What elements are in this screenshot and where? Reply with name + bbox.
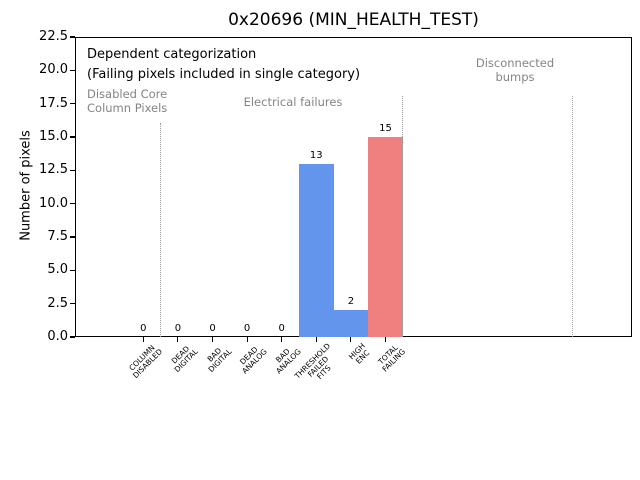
category-group-separator bbox=[159, 123, 161, 337]
y-tick-label: 20.0 bbox=[39, 62, 68, 78]
region-label-disconnected-bumps: Disconnected bumps bbox=[476, 56, 554, 84]
region-label-line: Electrical failures bbox=[243, 95, 343, 109]
region-label-disabled-core-column-pixels: Disabled Core Column Pixels bbox=[87, 87, 167, 115]
y-tick-label: 17.5 bbox=[39, 95, 68, 111]
y-tick-label: 22.5 bbox=[39, 29, 68, 44]
y-tick-mark bbox=[70, 36, 75, 38]
x-tick-mark bbox=[177, 337, 179, 342]
region-label-line: Disabled Core bbox=[87, 87, 168, 101]
y-tick-mark bbox=[70, 203, 75, 205]
region-label-line: bumps bbox=[495, 70, 535, 84]
x-tick-label: DEAD ANALOG bbox=[235, 342, 269, 376]
x-tick-label: BAD DIGITAL bbox=[202, 342, 234, 374]
bar-value-label: 0 bbox=[278, 323, 285, 334]
region-label-line: Disconnected bbox=[475, 56, 555, 70]
x-tick-label: HIGH ENC bbox=[347, 341, 372, 367]
y-tick-label: 12.5 bbox=[39, 162, 68, 178]
y-tick-mark bbox=[70, 336, 75, 338]
category-group-separator bbox=[401, 96, 403, 337]
y-axis-label: Number of pixels bbox=[18, 130, 34, 241]
y-tick-mark bbox=[70, 303, 75, 305]
bar-value-label: 0 bbox=[174, 323, 182, 334]
x-tick-mark bbox=[211, 337, 214, 342]
y-tick-label: 5.0 bbox=[47, 262, 68, 278]
y-tick-label: 0.0 bbox=[47, 329, 68, 344]
y-tick-mark bbox=[70, 269, 75, 271]
bar-threshold-failed-fits bbox=[299, 163, 334, 337]
bar-total-failing bbox=[368, 137, 403, 337]
bar-high-enc bbox=[333, 310, 369, 337]
y-tick-label: 10.0 bbox=[39, 195, 68, 211]
y-tick-label: 15.0 bbox=[39, 129, 68, 144]
x-tick-mark bbox=[384, 337, 387, 342]
x-tick-mark bbox=[246, 337, 248, 342]
x-tick-label: COLUMN DISABLED bbox=[127, 342, 165, 380]
annotation-header-line2: (Failing pixels included in single categ… bbox=[87, 67, 361, 82]
y-tick-mark bbox=[70, 169, 75, 171]
x-tick-mark bbox=[315, 337, 317, 342]
y-tick-mark bbox=[70, 103, 75, 105]
x-tick-mark bbox=[142, 337, 144, 342]
bar-value-label: 13 bbox=[309, 149, 323, 161]
region-label-electrical-failures: Electrical failures bbox=[244, 95, 343, 109]
chart-title: 0x20696 (MIN_HEALTH_TEST) bbox=[228, 10, 479, 30]
y-tick-label: 2.5 bbox=[47, 295, 68, 311]
category-group-separator bbox=[572, 96, 574, 337]
y-tick-mark bbox=[70, 69, 75, 71]
region-label-line: Column Pixels bbox=[87, 101, 168, 115]
annotation-header-line1: Dependent categorization bbox=[87, 47, 257, 62]
bar-value-label: 15 bbox=[379, 123, 392, 134]
bar-value-label: 0 bbox=[243, 323, 251, 334]
bar-value-label: 0 bbox=[209, 323, 216, 334]
x-tick-label: DEAD DIGITAL bbox=[167, 342, 199, 374]
x-tick-label: THRESHOLD FAILED FITS bbox=[293, 341, 343, 392]
x-tick-label: TOTAL FAILING bbox=[375, 342, 407, 374]
bar-value-label: 0 bbox=[140, 323, 147, 334]
x-tick-mark bbox=[350, 337, 352, 342]
x-tick-mark bbox=[281, 337, 283, 342]
y-tick-label: 7.5 bbox=[47, 229, 68, 244]
plot-area bbox=[75, 37, 632, 337]
y-tick-mark bbox=[70, 236, 75, 238]
y-tick-mark bbox=[70, 136, 75, 138]
bar-value-label: 2 bbox=[347, 296, 355, 308]
